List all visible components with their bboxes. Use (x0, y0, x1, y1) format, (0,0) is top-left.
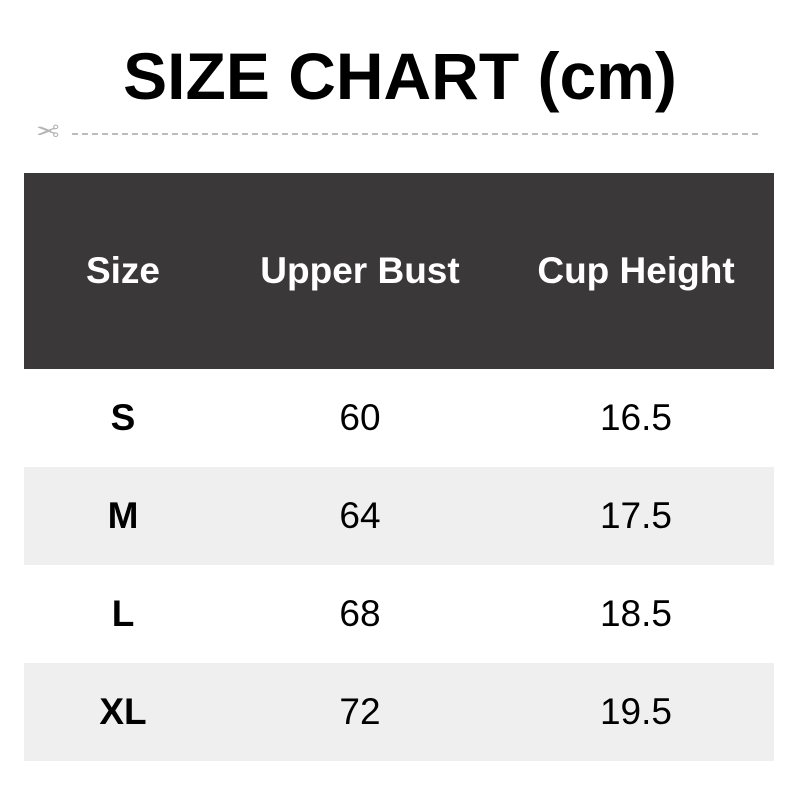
table-row: XL 72 19.5 (24, 663, 774, 761)
size-cell: L (111, 593, 135, 634)
dashed-divider (72, 133, 758, 135)
header-size: Size (24, 173, 222, 369)
size-cell: S (110, 397, 136, 438)
table-row: L 68 18.5 (24, 565, 774, 663)
cup-height-cell: 19.5 (498, 663, 774, 761)
header-row: Size Upper Bust Cup Height (24, 173, 774, 369)
size-cell: M (24, 467, 222, 565)
cup-height-cell: 16.5 (599, 397, 672, 438)
header-cup-height: Cup Height (498, 173, 774, 369)
table-row: S 60 16.5 (24, 369, 774, 467)
size-table: Size Upper Bust Cup Height S 60 16.5 M 64 17.… (24, 173, 774, 761)
cup-height-cell: 18.5 (599, 593, 672, 634)
upper-bust-cell: 64 (222, 467, 498, 565)
cut-line: ✂ (36, 116, 758, 147)
upper-bust-cell: 60 (339, 397, 381, 438)
upper-bust-cell: 68 (339, 593, 381, 634)
scissors-icon: ✂ (36, 116, 60, 147)
size-cell: XL (24, 663, 222, 761)
table-row: M 64 17.5 (24, 467, 774, 565)
chart-title: SIZE CHART (cm) (123, 39, 677, 113)
upper-bust-cell: 72 (222, 663, 498, 761)
header-upper-bust: Upper Bust (222, 173, 498, 369)
cup-height-cell: 17.5 (498, 467, 774, 565)
